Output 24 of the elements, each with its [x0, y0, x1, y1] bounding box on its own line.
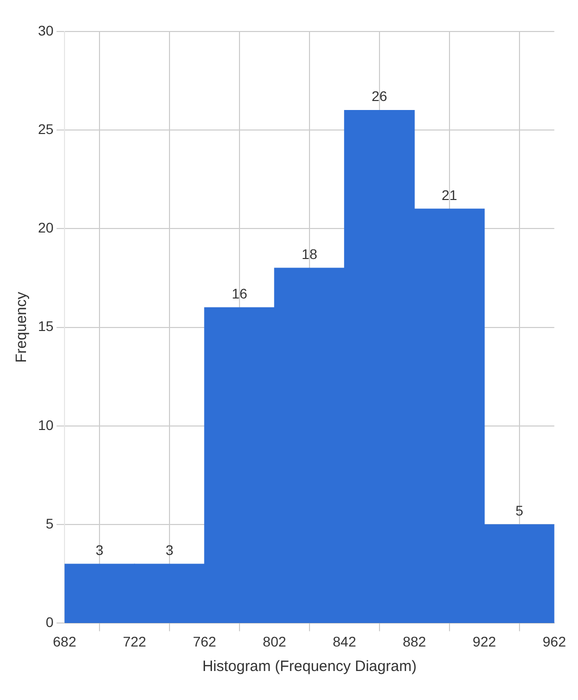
x-tick-label: 842 — [332, 633, 356, 650]
x-tick-label: 882 — [402, 633, 426, 650]
y-tick-label: 10 — [38, 416, 54, 433]
x-tick-label: 722 — [122, 633, 146, 650]
y-tick-label: 15 — [38, 318, 54, 334]
x-axis-title: Histogram (Frequency Diagram) — [202, 658, 417, 676]
x-tick-label: 682 — [52, 633, 76, 650]
y-tick-label: 30 — [38, 22, 54, 38]
data-label: 16 — [232, 285, 248, 302]
y-tick-label: 20 — [38, 220, 54, 236]
x-tick-label: 762 — [192, 633, 216, 650]
data-label: 3 — [96, 542, 104, 558]
x-tick-label: 802 — [262, 633, 286, 650]
y-tick-label: 0 — [46, 614, 54, 630]
data-label: 3 — [166, 542, 174, 558]
data-label: 5 — [515, 502, 524, 518]
y-tick-label: 25 — [38, 120, 54, 137]
y-axis-title: Frequency — [13, 291, 30, 363]
data-label: 21 — [442, 186, 458, 203]
x-tick-label: 962 — [542, 633, 566, 650]
y-tick-label: 5 — [46, 515, 54, 532]
data-label: 18 — [302, 246, 318, 262]
x-tick-label: 922 — [472, 633, 496, 650]
data-label: 26 — [372, 88, 388, 104]
